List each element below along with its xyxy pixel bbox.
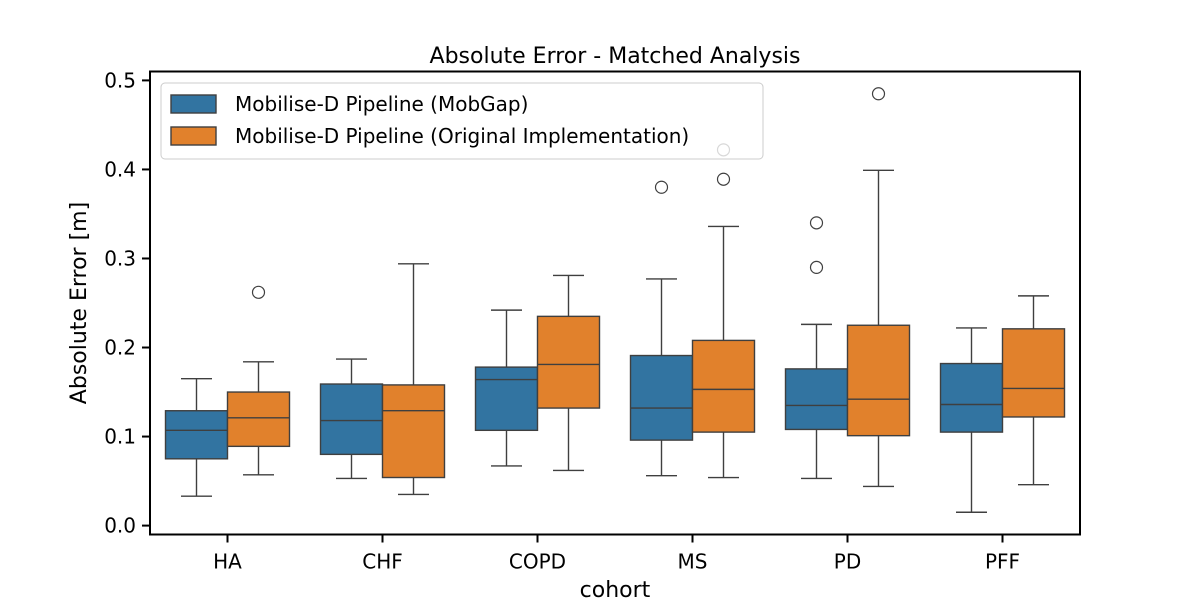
box bbox=[474, 366, 539, 432]
box bbox=[629, 354, 694, 441]
box-group bbox=[1001, 295, 1066, 486]
y-tick-label: 0.2 bbox=[104, 336, 136, 360]
x-tick-label: PFF bbox=[985, 550, 1020, 574]
x-tick-label: PD bbox=[834, 550, 861, 574]
box bbox=[164, 410, 229, 460]
x-tick-label: CHF bbox=[362, 550, 403, 574]
box bbox=[691, 339, 756, 433]
chart-title: Absolute Error - Matched Analysis bbox=[430, 44, 801, 69]
box-group bbox=[536, 274, 601, 472]
box-group bbox=[226, 285, 291, 476]
box-group bbox=[319, 358, 384, 480]
box bbox=[536, 315, 601, 409]
x-axis-label: cohort bbox=[580, 578, 651, 600]
plot-marks bbox=[164, 87, 1066, 513]
plot-frame bbox=[149, 70, 1081, 536]
box-group bbox=[164, 377, 229, 497]
box bbox=[846, 324, 911, 437]
y-tick-label: 0.0 bbox=[104, 514, 136, 538]
box-group bbox=[629, 180, 694, 477]
box bbox=[319, 383, 384, 456]
box-group bbox=[381, 263, 446, 496]
x-tick-label: COPD bbox=[509, 550, 566, 574]
outlier-point bbox=[809, 260, 824, 274]
box bbox=[784, 368, 849, 431]
legend: Mobilise-D Pipeline (MobGap) Mobilise-D P… bbox=[160, 82, 764, 160]
box-group bbox=[691, 143, 756, 479]
y-tick-label: 0.5 bbox=[104, 68, 136, 92]
outlier-point bbox=[251, 285, 266, 299]
y-axis-label: Absolute Error [m] bbox=[67, 202, 92, 404]
box-group bbox=[939, 327, 1004, 513]
x-tick-label: MS bbox=[678, 550, 708, 574]
outlier-point bbox=[809, 216, 824, 230]
box-group bbox=[784, 216, 849, 480]
box-group bbox=[846, 87, 911, 488]
box-group bbox=[474, 309, 539, 467]
x-tick-label: HA bbox=[213, 550, 242, 574]
box bbox=[226, 391, 291, 448]
legend-swatch bbox=[170, 94, 217, 114]
outlier-point bbox=[871, 87, 886, 101]
legend-frame bbox=[160, 82, 764, 160]
box bbox=[939, 362, 1004, 433]
y-tick-label: 0.4 bbox=[104, 157, 136, 181]
box bbox=[1001, 328, 1066, 418]
legend-label: Mobilise-D Pipeline (Original Implementa… bbox=[235, 124, 689, 148]
axes: 0.0 0.1 0.2 0.3 0.4 0.5 HA CHF COPD MS PD PFF bbox=[104, 68, 1020, 573]
y-tick-label: 0.1 bbox=[104, 425, 136, 449]
y-tick-label: 0.3 bbox=[104, 246, 136, 270]
box bbox=[381, 384, 446, 479]
legend-label: Mobilise-D Pipeline (MobGap) bbox=[235, 92, 528, 116]
outlier-point bbox=[654, 180, 669, 194]
outlier-point bbox=[716, 172, 731, 186]
legend-swatch bbox=[170, 126, 217, 146]
